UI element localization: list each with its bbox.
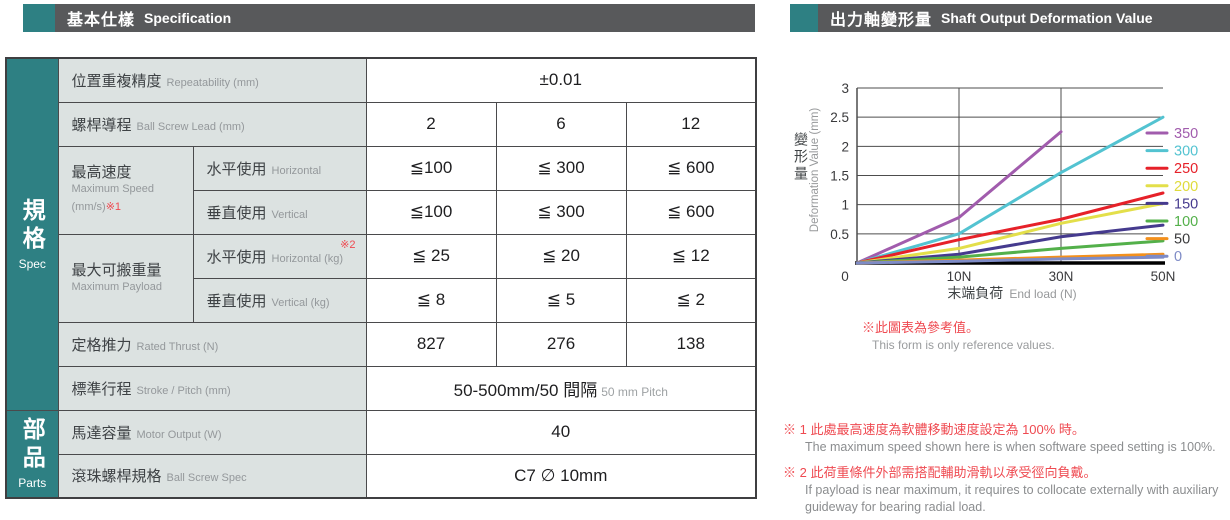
sublabel-speed-horizontal: 水平使用 Horizontal — [192, 145, 367, 191]
teal-accent-square — [790, 4, 818, 32]
footnote-1-en: The maximum speed shown here is when sof… — [805, 440, 1216, 454]
teal-accent-square — [23, 4, 55, 32]
table-row-ball-screw-spec: 滾珠螺桿規格 Ball Screw Spec C7 ∅ 10mm — [6, 453, 757, 499]
value-motor-output: 40 — [365, 409, 757, 455]
svg-text:350: 350 — [1174, 126, 1198, 142]
specification-table: 規格 Spec 位置重複精度 Repeatability (mm) ±0.01 螺… — [5, 57, 758, 499]
value-ball-screw-spec: C7 ∅ 10mm — [365, 453, 757, 499]
label-stroke: 標準行程 Stroke / Pitch (mm) — [57, 365, 367, 411]
svg-text:50: 50 — [1174, 232, 1190, 248]
value-thrust-6: 276 — [495, 321, 627, 367]
footnotes: ※ 1 此處最高速度為軟體移動速度設定為 100% 時。 The maximum… — [783, 419, 1228, 520]
sidebar-parts-en: Parts — [18, 476, 47, 491]
note2-marker: ※2 — [340, 238, 356, 251]
sublabel-payload-vertical: 垂直使用 Vertical (kg) — [192, 277, 367, 323]
footnote-1: ※ 1 此處最高速度為軟體移動速度設定為 100% 時。 The maximum… — [783, 419, 1228, 455]
value-lead-6: 6 — [495, 101, 627, 147]
note1-marker: ※1 — [105, 201, 122, 214]
chart-ylabel-zh: 變形量 — [793, 132, 809, 183]
table-row-stroke: 標準行程 Stroke / Pitch (mm) 50-500mm/50 間隔 50… — [6, 365, 757, 411]
svg-text:0: 0 — [841, 269, 849, 284]
label-max-speed: 最高速度 Maximum Speed (mm/s)※1 — [57, 145, 194, 235]
chart-note-zh: ※此圖表為參考值。 — [862, 320, 980, 335]
svg-text:0.5: 0.5 — [830, 227, 849, 242]
value-lead-12: 12 — [625, 101, 757, 147]
deformation-section-header: 出力軸變形量 Shaft Output Deformation Value — [790, 4, 1230, 32]
specification-title-en: Specification — [144, 10, 232, 26]
label-motor-output: 馬達容量 Motor Output (W) — [57, 409, 367, 455]
label-max-payload: 最大可搬重量 Maximum Payload — [57, 233, 194, 323]
value-speed-v-6: ≦ 300 — [495, 189, 627, 235]
table-row-rated-thrust: 定格推力 Rated Thrust (N) 827 276 138 — [6, 321, 757, 367]
table-row-max-speed-horizontal: 最高速度 Maximum Speed (mm/s)※1 水平使用 Horizont… — [6, 145, 757, 235]
table-row-max-speed-vertical: 垂直使用 Vertical ≦100 ≦ 300 ≦ 600 — [6, 189, 757, 235]
svg-text:2: 2 — [841, 139, 849, 154]
label-repeatability: 位置重複精度 Repeatability (mm) — [57, 57, 367, 103]
svg-text:30N: 30N — [1049, 269, 1074, 284]
svg-text:50N: 50N — [1151, 269, 1176, 284]
svg-text:1: 1 — [841, 198, 849, 213]
svg-text:150: 150 — [1174, 196, 1198, 212]
value-lead-2: 2 — [365, 101, 497, 147]
value-thrust-2: 827 — [365, 321, 497, 367]
specification-section-header: 基本仕樣 Specification — [23, 4, 755, 32]
value-payload-h-2: ≦ 25 — [365, 233, 497, 279]
sidebar-spec: 規格 Spec — [5, 57, 59, 411]
footnote-2: ※ 2 此荷重條件外部需搭配輔助滑軌以承受徑向負戴。 If payload is… — [783, 462, 1228, 515]
sublabel-speed-vertical: 垂直使用 Vertical — [192, 189, 367, 235]
svg-text:Deformation Value (mm): Deformation Value (mm) — [809, 108, 821, 233]
sidebar-spec-en: Spec — [18, 256, 46, 271]
sidebar-spec-zh: 規格 — [19, 197, 46, 254]
value-speed-v-12: ≦ 600 — [625, 189, 757, 235]
table-row-repeatability: 規格 Spec 位置重複精度 Repeatability (mm) ±0.01 — [5, 57, 757, 411]
chart-reference-note: ※此圖表為參考值。 This form is only reference va… — [862, 317, 1055, 352]
label-rated-thrust: 定格推力 Rated Thrust (N) — [57, 321, 367, 367]
table-row-payload-vertical: 垂直使用 Vertical (kg) ≦ 8 ≦ 5 ≦ 2 — [6, 277, 757, 323]
value-payload-v-2: ≦ 8 — [365, 277, 497, 323]
sidebar-parts-zh: 部品 — [19, 417, 46, 474]
value-speed-h-6: ≦ 300 — [495, 145, 627, 191]
deformation-header-bar: 出力軸變形量 Shaft Output Deformation Value — [818, 4, 1230, 32]
label-ball-screw-spec: 滾珠螺桿規格 Ball Screw Spec — [57, 453, 367, 499]
svg-text:3: 3 — [841, 81, 849, 96]
svg-text:100: 100 — [1174, 214, 1198, 230]
chart-note-en: This form is only reference values. — [872, 338, 1055, 352]
value-stroke: 50-500mm/50 間隔 50 mm Pitch — [365, 365, 757, 411]
svg-text:10N: 10N — [947, 269, 972, 284]
deformation-title-en: Shaft Output Deformation Value — [941, 10, 1153, 26]
footnote-2-zh: ※ 2 此荷重條件外部需搭配輔助滑軌以承受徑向負戴。 — [783, 465, 1097, 481]
label-ball-screw-lead: 螺桿導程 Ball Screw Lead (mm) — [57, 101, 367, 147]
svg-text:1.5: 1.5 — [830, 169, 849, 184]
svg-text:2.5: 2.5 — [830, 110, 849, 125]
svg-text:200: 200 — [1174, 179, 1198, 195]
value-speed-v-2: ≦100 — [365, 189, 497, 235]
svg-text:0: 0 — [1174, 249, 1182, 265]
table-row-payload-horizontal: 最大可搬重量 Maximum Payload ※2 水平使用 Horizontal… — [6, 233, 757, 323]
value-thrust-12: 138 — [625, 321, 757, 367]
table-row-ball-screw-lead: 螺桿導程 Ball Screw Lead (mm) 2 6 12 — [6, 101, 757, 147]
sidebar-parts: 部品 Parts — [5, 409, 59, 499]
value-payload-v-6: ≦ 5 — [495, 277, 627, 323]
value-payload-h-12: ≦ 12 — [625, 233, 757, 279]
value-payload-h-6: ≦ 20 — [495, 233, 627, 279]
value-speed-h-2: ≦100 — [365, 145, 497, 191]
value-speed-h-12: ≦ 600 — [625, 145, 757, 191]
specification-title-zh: 基本仕樣 — [67, 12, 136, 29]
footnote-2-en: If payload is near maximum, it requires … — [805, 483, 1219, 514]
footnote-1-zh: ※ 1 此處最高速度為軟體移動速度設定為 100% 時。 — [783, 422, 1085, 437]
svg-text:250: 250 — [1174, 161, 1198, 177]
specification-header-bar: 基本仕樣 Specification — [55, 4, 755, 32]
value-payload-v-12: ≦ 2 — [625, 277, 757, 323]
deformation-title-zh: 出力軸變形量 — [830, 12, 933, 29]
table-row-motor-output: 部品 Parts 馬達容量 Motor Output (W) 40 — [5, 409, 757, 499]
value-repeatability: ±0.01 — [365, 57, 757, 103]
svg-text:300: 300 — [1174, 144, 1198, 160]
sublabel-payload-horizontal: ※2 水平使用 Horizontal (kg) — [192, 233, 367, 279]
